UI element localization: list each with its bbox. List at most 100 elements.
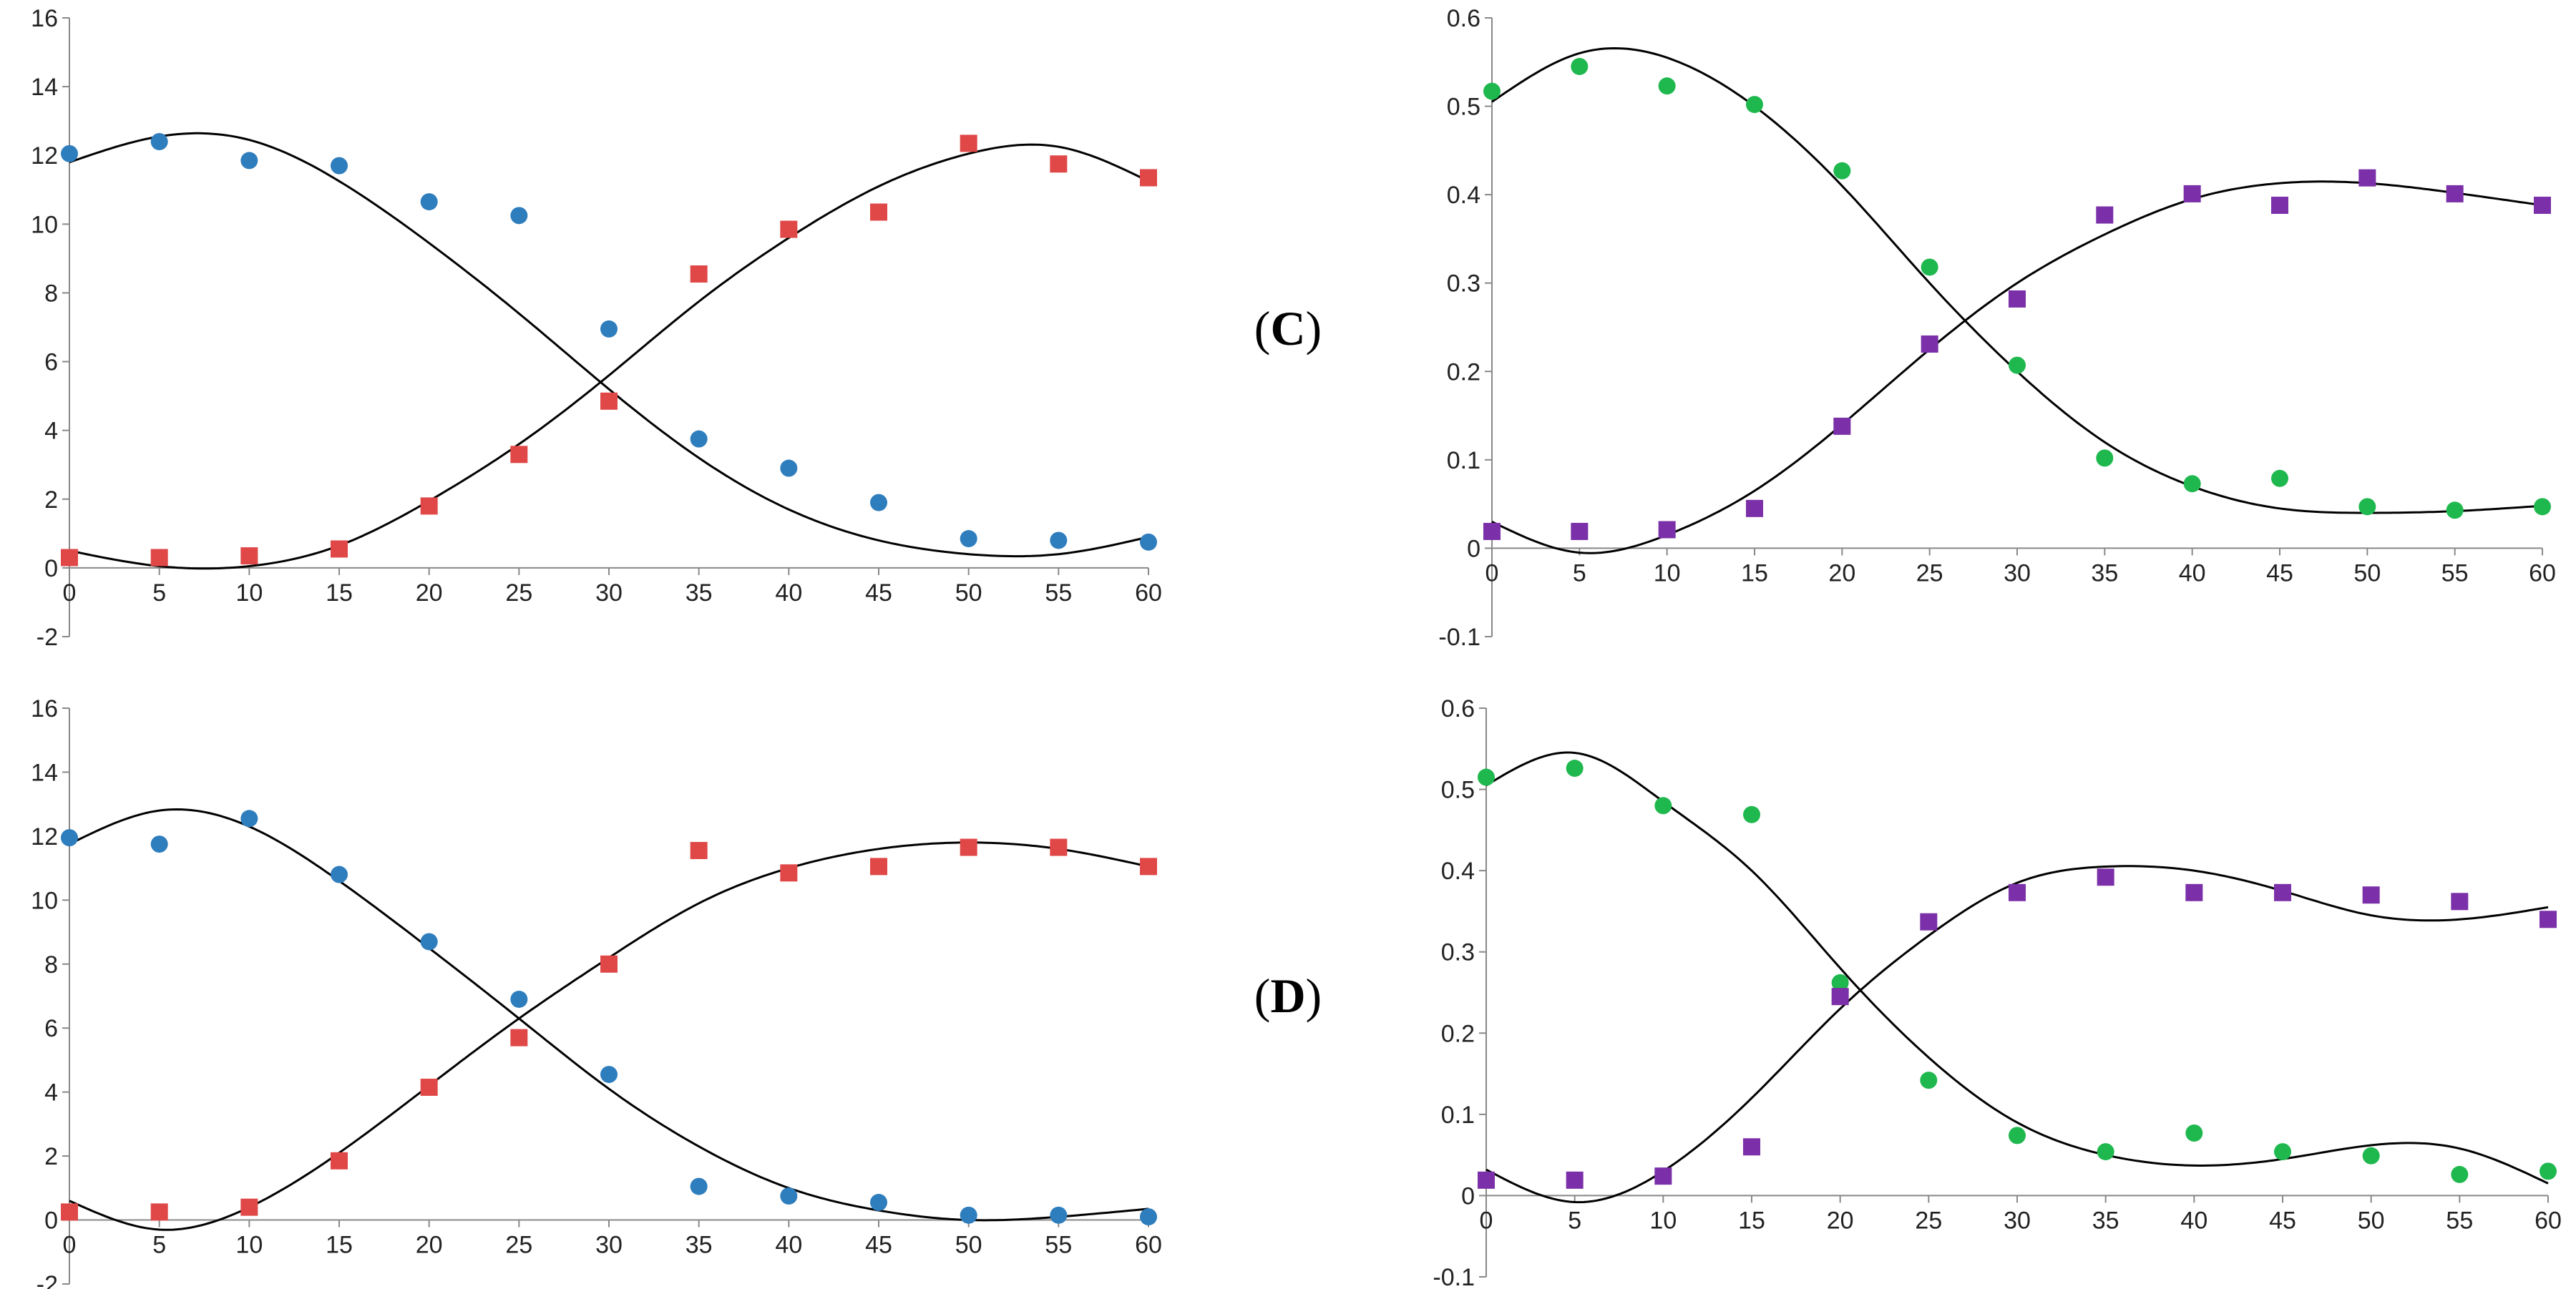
x-tick-label: 25	[1916, 559, 1943, 587]
y-tick-label: 0.5	[1447, 94, 1480, 121]
data-point-square	[780, 864, 798, 882]
x-tick-label: 25	[505, 1232, 532, 1259]
data-point-square	[510, 1029, 528, 1047]
y-tick-label: 4	[44, 418, 58, 445]
data-point-square	[2183, 185, 2201, 202]
data-point-circle	[1140, 533, 1157, 551]
x-tick-label: 5	[152, 579, 166, 607]
data-point-square	[2451, 893, 2469, 911]
x-tick-label: 35	[686, 1232, 713, 1259]
fit-line-series-1	[69, 132, 1149, 558]
y-tick-label: 0.6	[1447, 5, 1480, 32]
y-tick-label: 14	[31, 759, 58, 786]
x-tick-label: 35	[2091, 559, 2118, 587]
x-tick-label: 30	[595, 579, 623, 607]
data-point-square	[1478, 1171, 1495, 1189]
data-point-circle	[1920, 1072, 1938, 1089]
x-tick-label: 10	[235, 1232, 263, 1259]
panel-label-d: (D)	[1254, 969, 1322, 1023]
data-point-square	[510, 446, 528, 464]
data-point-circle	[690, 1177, 708, 1195]
chart-bottom-left: -2 0 2 4 6 8 10 12 14 16 0 5 10 15 20 25 30 35 40 45 50 55 60	[31, 695, 1162, 1289]
x-tick-label: 35	[2092, 1207, 2119, 1234]
data-point-square	[1140, 858, 1157, 876]
data-point-circle	[2009, 1127, 2026, 1145]
data-point-circle	[1566, 760, 1584, 778]
x-tick-label: 55	[2446, 1207, 2473, 1234]
y-tick-label: 8	[44, 951, 58, 979]
data-point-circle	[780, 1187, 798, 1205]
data-point-square	[331, 1152, 348, 1170]
y-tick-label: 16	[31, 695, 58, 722]
x-tick-label: 20	[1828, 559, 1855, 587]
data-point-square	[1831, 988, 1849, 1006]
y-tick-label: 0.2	[1447, 358, 1480, 386]
data-point-square	[2446, 185, 2464, 202]
x-tick-label: 20	[416, 1232, 443, 1259]
x-tick-label: 60	[1135, 579, 1162, 607]
data-point-circle	[2362, 1147, 2380, 1165]
x-tick-label: 5	[1568, 1207, 1581, 1234]
y-tick-label: 10	[31, 887, 58, 914]
data-point-circle	[61, 829, 78, 847]
y-tick-label: 0.6	[1441, 695, 1475, 722]
x-tick-label: 40	[775, 579, 802, 607]
x-tick-label: 45	[2266, 559, 2293, 587]
data-point-square	[240, 1198, 258, 1216]
chart-bottom-right: -0.1 0 0.1 0.2 0.3 0.4 0.5 0.6 0 5 10 15 20 25 30 35 40 4…	[1433, 695, 2562, 1289]
fit-line-series-2	[69, 143, 1149, 570]
data-point-square	[2185, 883, 2203, 901]
data-point-circle	[2358, 498, 2376, 516]
data-point-circle	[2096, 449, 2114, 467]
y-tick-label: 0.3	[1447, 270, 1480, 298]
y-tick-label: 2	[44, 486, 58, 514]
y-tick-label: 0	[44, 555, 58, 582]
x-tick-label: 60	[2534, 1207, 2562, 1234]
data-point-square	[1833, 417, 1851, 435]
x-tick-label: 10	[235, 579, 263, 607]
data-point-square	[1050, 838, 1068, 856]
data-point-circle	[960, 530, 977, 548]
y-tick-label: 12	[31, 142, 58, 170]
data-point-circle	[420, 193, 438, 211]
data-point-circle	[600, 320, 618, 338]
y-tick-label: 2	[44, 1143, 58, 1170]
data-point-square	[690, 265, 708, 283]
y-tick-label: 0	[44, 1207, 58, 1235]
data-point-circle	[2009, 356, 2026, 374]
fit-line-series-1	[69, 808, 1149, 1222]
x-tick-label: 60	[1135, 1232, 1162, 1259]
y-tick-label: 0.1	[1441, 1102, 1475, 1129]
data-point-square	[150, 1203, 168, 1221]
y-tick-label: -0.1	[1438, 624, 1480, 651]
x-tick-label: 25	[505, 579, 532, 607]
y-tick-label: -2	[36, 1271, 58, 1289]
data-point-square	[61, 549, 78, 567]
y-tick-label: 0.5	[1441, 777, 1475, 804]
data-point-circle	[600, 1066, 618, 1084]
data-point-circle	[2274, 1143, 2291, 1161]
x-tick-label: 50	[2353, 559, 2381, 587]
x-tick-label: 30	[2004, 1207, 2031, 1234]
data-point-circle	[690, 430, 708, 448]
data-point-circle	[1831, 974, 1849, 991]
data-point-circle	[510, 207, 528, 225]
fit-line-series-3	[1485, 865, 2549, 1204]
y-tick-label: 0.3	[1441, 939, 1475, 966]
x-tick-label: 25	[1915, 1207, 1942, 1234]
x-tick-label: 35	[686, 579, 713, 607]
data-point-square	[331, 540, 348, 558]
data-point-circle	[2185, 1124, 2203, 1142]
data-point-square	[1571, 522, 1589, 540]
y-tick-label: 16	[31, 5, 58, 32]
data-point-circle	[240, 810, 258, 828]
y-tick-label: 4	[44, 1079, 58, 1107]
data-point-circle	[331, 866, 348, 883]
x-tick-label: 20	[416, 579, 443, 607]
x-tick-label: 5	[1573, 559, 1586, 587]
data-point-circle	[331, 157, 348, 175]
y-tick-label: 0.1	[1447, 447, 1480, 474]
y-tick-label: 0.4	[1441, 858, 1475, 885]
